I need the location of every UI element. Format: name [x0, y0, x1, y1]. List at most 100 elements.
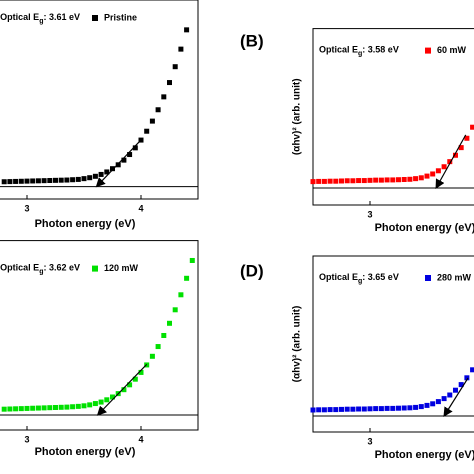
data-point	[333, 178, 339, 184]
data-point	[127, 382, 133, 388]
data-point	[98, 171, 104, 177]
plot-frame	[0, 240, 199, 431]
data-point	[424, 173, 430, 179]
data-point	[92, 401, 98, 407]
data-point	[35, 405, 41, 411]
data-point	[356, 406, 362, 412]
data-point	[87, 402, 93, 408]
legend-label: 280 mW	[437, 272, 472, 282]
legend-label: Pristine	[104, 12, 137, 22]
data-point	[30, 405, 36, 411]
plot-frame	[0, 0, 199, 200]
data-point	[344, 406, 350, 412]
data-point	[132, 145, 138, 151]
data-point	[161, 94, 167, 100]
data-point	[401, 405, 407, 411]
annotation-text: Optical E	[0, 12, 39, 22]
data-point	[435, 168, 441, 174]
data-point	[390, 405, 396, 411]
data-point	[41, 405, 47, 411]
data-point	[189, 257, 195, 263]
x-axis-label: Photon energy (eV)	[35, 446, 136, 458]
data-point	[47, 177, 53, 183]
data-point	[470, 124, 474, 130]
data-point	[333, 407, 339, 413]
data-point	[13, 178, 19, 184]
x-tick-label: 3	[367, 209, 372, 219]
data-point	[155, 107, 161, 113]
legend-label: 60 mW	[437, 45, 467, 55]
data-point	[121, 157, 127, 163]
annotation-text: Optical E	[0, 263, 39, 273]
annotation-text: Optical E	[319, 272, 358, 282]
data-point	[178, 46, 184, 52]
data-point	[464, 375, 470, 381]
data-point	[1, 406, 7, 412]
y-axis-label: (αhv)² (arb. unit)	[292, 78, 303, 155]
tangent-arrow	[95, 139, 142, 188]
annotation-sub: g	[358, 50, 362, 57]
data-point	[98, 399, 104, 405]
data-point	[184, 27, 190, 33]
data-point	[407, 176, 413, 182]
data-point	[413, 404, 419, 410]
x-tick-label: 3	[24, 434, 29, 444]
data-point	[172, 307, 178, 313]
data-point	[441, 396, 447, 402]
data-point	[155, 344, 161, 350]
data-point	[47, 405, 53, 411]
x-tick-label: 4	[138, 203, 143, 213]
legend-swatch	[425, 275, 431, 281]
data-point	[344, 178, 350, 184]
data-point	[7, 179, 13, 185]
data-point	[167, 80, 172, 86]
data-point	[41, 178, 47, 184]
data-point	[24, 405, 30, 411]
data-point	[121, 387, 127, 393]
annotation: Optical Eg: 3.61 eV	[0, 12, 80, 24]
data-point	[167, 320, 172, 326]
panel-label: (B)	[240, 31, 264, 50]
data-point	[401, 176, 407, 182]
data-point	[58, 404, 64, 410]
plot-frame	[312, 255, 474, 433]
x-axis-label: Photon energy (eV)	[375, 222, 474, 234]
data-point	[64, 177, 70, 183]
annotation-sub: g	[39, 268, 43, 275]
data-point	[18, 178, 24, 184]
plot-frame	[312, 28, 474, 206]
x-tick-label: 3	[24, 203, 29, 213]
legend-label: 120 mW	[104, 263, 139, 273]
legend-swatch	[92, 265, 98, 272]
data-point	[149, 118, 155, 124]
tangent-arrow	[443, 377, 469, 418]
data-point	[413, 176, 419, 182]
data-point	[81, 403, 87, 409]
data-point	[407, 405, 413, 411]
data-point	[172, 64, 178, 70]
data-point	[384, 177, 390, 183]
data-point	[178, 292, 184, 298]
data-point	[395, 405, 401, 411]
data-point	[75, 403, 81, 409]
data-point	[338, 178, 344, 184]
data-point	[321, 407, 327, 413]
x-tick-label: 3	[367, 436, 372, 446]
data-point	[35, 178, 41, 184]
data-point	[464, 135, 470, 141]
tangent-arrow	[435, 134, 467, 190]
data-point	[110, 166, 115, 172]
data-point	[144, 128, 150, 134]
annotation: Optical Eg: 3.65 eV	[319, 272, 399, 284]
data-point	[310, 407, 316, 413]
y-axis-label: (αhv)² (arb. unit)	[292, 306, 303, 383]
data-point	[378, 406, 384, 412]
data-point	[430, 171, 436, 177]
annotation-value: : 3.58 eV	[362, 45, 399, 55]
data-point	[127, 152, 133, 158]
data-point	[30, 178, 36, 184]
annotation: Optical Eg: 3.62 eV	[0, 263, 80, 275]
data-point	[64, 404, 70, 410]
panel-label: (D)	[240, 261, 264, 280]
data-point	[7, 406, 13, 412]
